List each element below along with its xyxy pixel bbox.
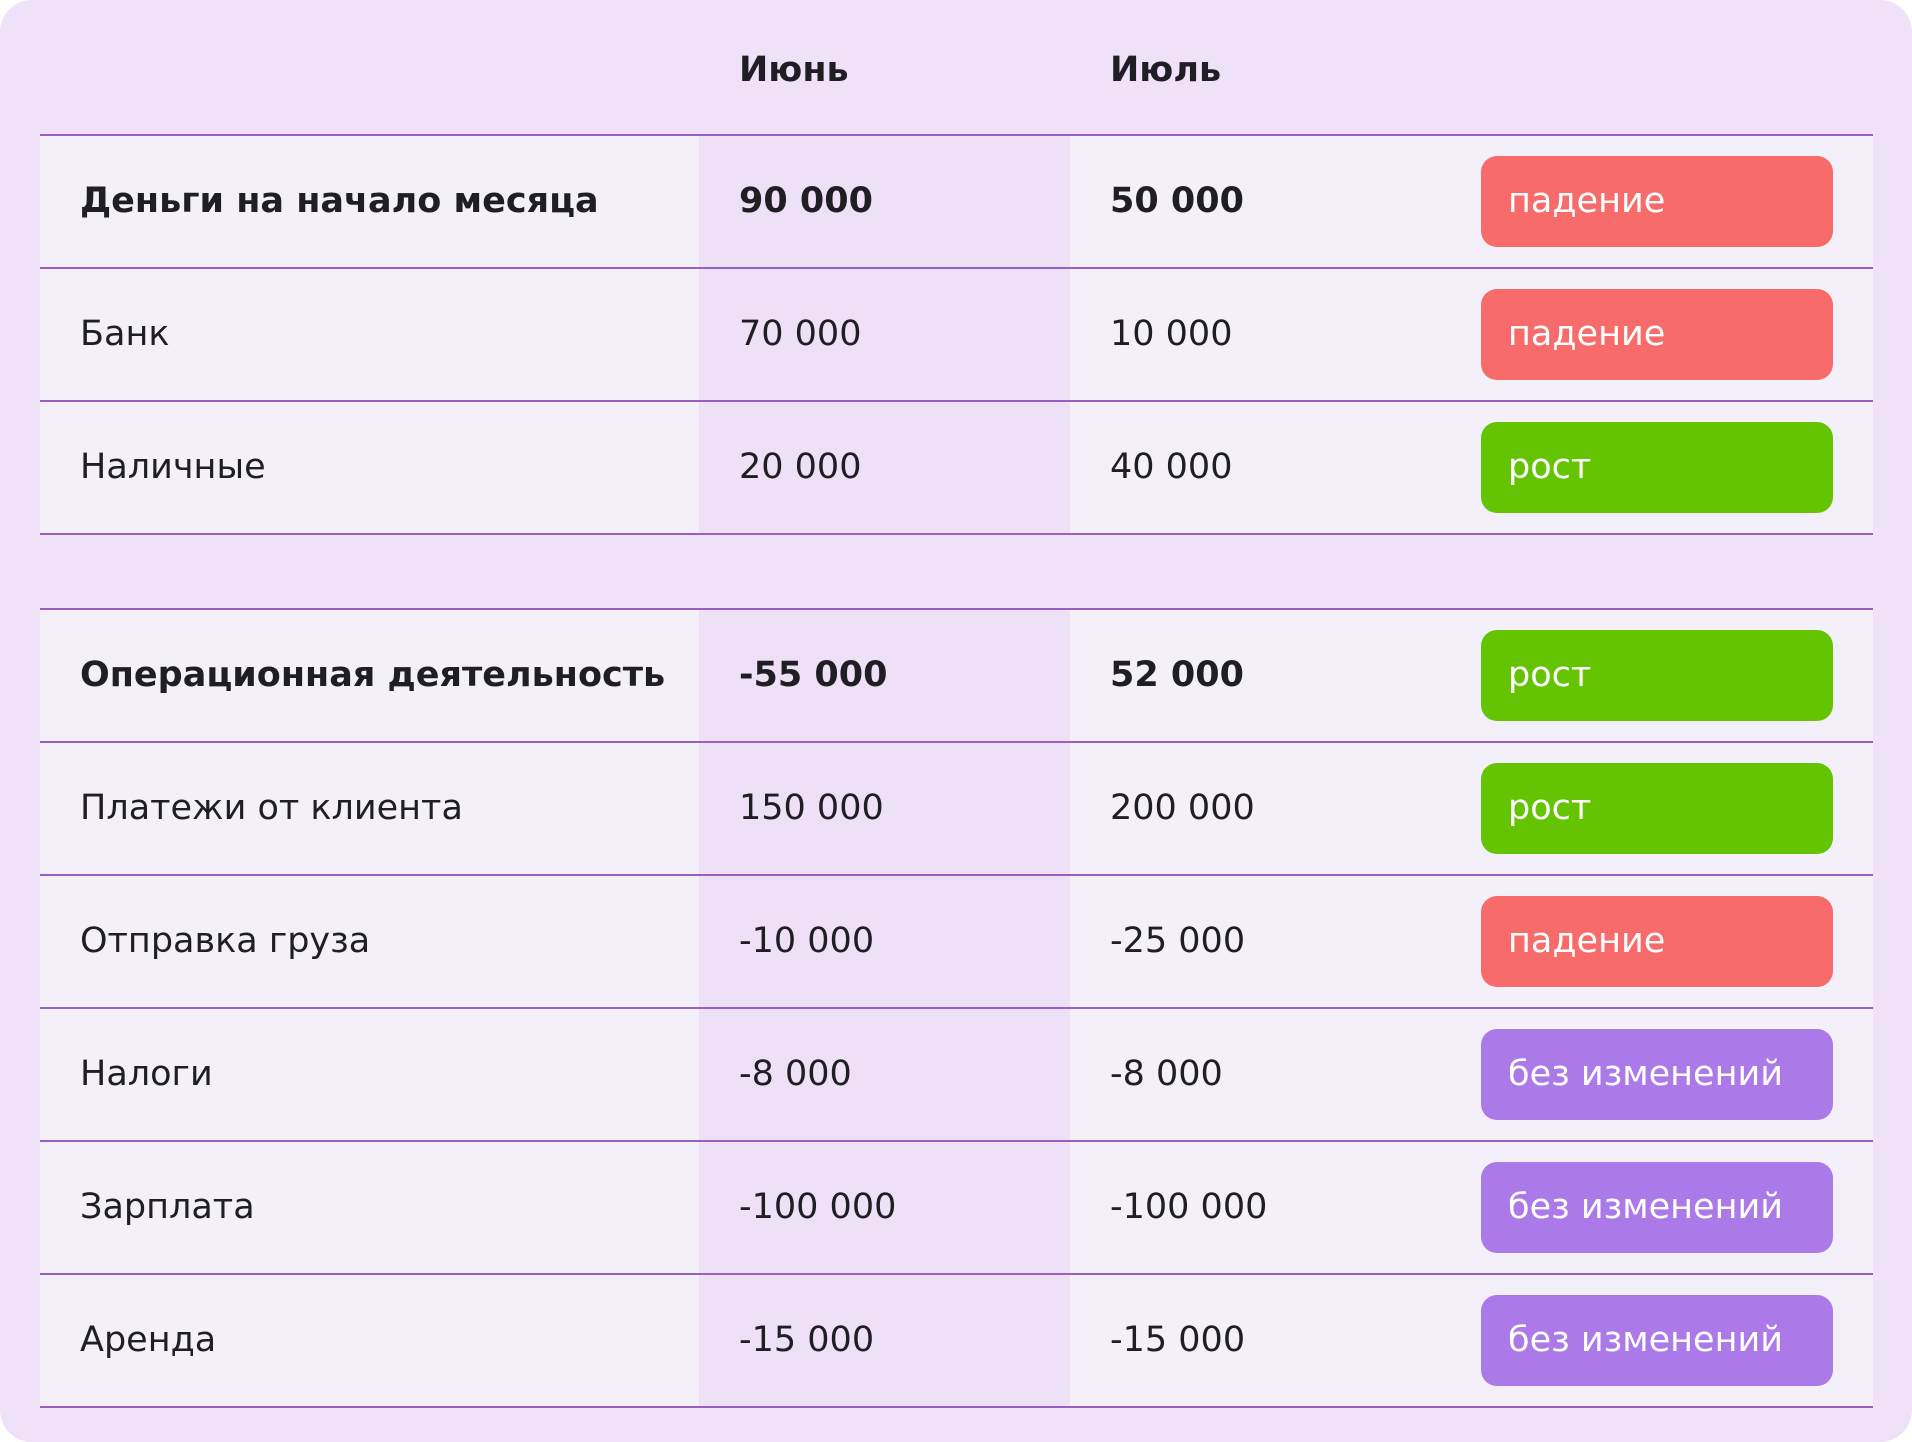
row-label-cell: Налоги <box>40 1009 699 1140</box>
status-cell: без изменений <box>1441 1275 1873 1406</box>
row-label-cell: Платежи от клиента <box>40 743 699 874</box>
row-label: Аренда <box>80 1320 217 1360</box>
column-header-july: Июль <box>1110 50 1222 90</box>
july-value: 40 000 <box>1110 447 1233 487</box>
july-value-cell: -100 000 <box>1070 1142 1441 1273</box>
status-badge: без изменений <box>1481 1295 1833 1386</box>
june-value-cell: -100 000 <box>699 1142 1070 1273</box>
july-value: -8 000 <box>1110 1054 1223 1094</box>
status-badge: без изменений <box>1481 1162 1833 1253</box>
row-label: Зарплата <box>80 1187 255 1227</box>
june-value: -15 000 <box>739 1320 875 1360</box>
row-label-cell: Отправка груза <box>40 876 699 1007</box>
row-label-cell: Операционная деятельность <box>40 610 699 741</box>
july-value-cell: -25 000 <box>1070 876 1441 1007</box>
table-row: Аренда -15 000 -15 000 без изменений <box>40 1273 1873 1408</box>
row-label-cell: Наличные <box>40 402 699 533</box>
june-value-cell: 90 000 <box>699 136 1070 267</box>
status-cell: падение <box>1441 269 1873 400</box>
june-value: -55 000 <box>739 655 888 695</box>
july-value-cell: 52 000 <box>1070 610 1441 741</box>
table-header: Июнь Июль <box>0 0 1912 135</box>
status-cell: падение <box>1441 136 1873 267</box>
july-value-cell: 50 000 <box>1070 136 1441 267</box>
table-row: Отправка груза -10 000 -25 000 падение <box>40 874 1873 1007</box>
july-value-cell: 200 000 <box>1070 743 1441 874</box>
june-value-cell: -8 000 <box>699 1009 1070 1140</box>
table-row: Банк 70 000 10 000 падение <box>40 267 1873 400</box>
section-operating-activity: Операционная деятельность -55 000 52 000 ро… <box>40 608 1873 1408</box>
june-value-cell: -15 000 <box>699 1275 1070 1406</box>
row-label: Платежи от клиента <box>80 788 463 828</box>
june-value: 150 000 <box>739 788 884 828</box>
row-label-cell: Зарплата <box>40 1142 699 1273</box>
status-badge: падение <box>1481 289 1833 380</box>
section-cash-balance: Деньги на начало месяца 90 000 50 000 паден… <box>40 134 1873 535</box>
june-value: 90 000 <box>739 181 873 221</box>
july-value: 50 000 <box>1110 181 1244 221</box>
status-cell: без изменений <box>1441 1142 1873 1273</box>
june-value-cell: 20 000 <box>699 402 1070 533</box>
july-value-cell: 40 000 <box>1070 402 1441 533</box>
table-row: Наличные 20 000 40 000 рост <box>40 400 1873 535</box>
july-value: 52 000 <box>1110 655 1244 695</box>
table-row: Зарплата -100 000 -100 000 без изменений <box>40 1140 1873 1273</box>
july-value: 10 000 <box>1110 314 1233 354</box>
table-row: Операционная деятельность -55 000 52 000 ро… <box>40 608 1873 741</box>
status-badge: падение <box>1481 896 1833 987</box>
row-label-cell: Аренда <box>40 1275 699 1406</box>
table-row: Деньги на начало месяца 90 000 50 000 паден… <box>40 134 1873 267</box>
table-row: Платежи от клиента 150 000 200 000 рост <box>40 741 1873 874</box>
row-label-cell: Банк <box>40 269 699 400</box>
june-value-cell: -10 000 <box>699 876 1070 1007</box>
june-value: -100 000 <box>739 1187 897 1227</box>
june-value: -8 000 <box>739 1054 852 1094</box>
status-cell: рост <box>1441 743 1873 874</box>
july-value: -100 000 <box>1110 1187 1268 1227</box>
status-cell: рост <box>1441 402 1873 533</box>
row-label: Банк <box>80 314 170 354</box>
june-value: 20 000 <box>739 447 862 487</box>
july-value-cell: -15 000 <box>1070 1275 1441 1406</box>
row-label: Деньги на начало месяца <box>80 181 599 221</box>
status-badge: рост <box>1481 422 1833 513</box>
table-row: Налоги -8 000 -8 000 без изменений <box>40 1007 1873 1140</box>
status-cell: без изменений <box>1441 1009 1873 1140</box>
row-label: Операционная деятельность <box>80 655 666 695</box>
july-value: -25 000 <box>1110 921 1246 961</box>
status-badge: рост <box>1481 630 1833 721</box>
june-value: 70 000 <box>739 314 862 354</box>
july-value-cell: 10 000 <box>1070 269 1441 400</box>
column-header-june: Июнь <box>739 50 849 90</box>
status-cell: рост <box>1441 610 1873 741</box>
june-value-cell: 70 000 <box>699 269 1070 400</box>
row-label-cell: Деньги на начало месяца <box>40 136 699 267</box>
july-value-cell: -8 000 <box>1070 1009 1441 1140</box>
july-value: -15 000 <box>1110 1320 1246 1360</box>
june-value-cell: -55 000 <box>699 610 1070 741</box>
row-label: Отправка груза <box>80 921 371 961</box>
june-value-cell: 150 000 <box>699 743 1070 874</box>
july-value: 200 000 <box>1110 788 1255 828</box>
row-label: Наличные <box>80 447 266 487</box>
june-value: -10 000 <box>739 921 875 961</box>
status-badge: рост <box>1481 763 1833 854</box>
row-label: Налоги <box>80 1054 213 1094</box>
status-badge: падение <box>1481 156 1833 247</box>
status-cell: падение <box>1441 876 1873 1007</box>
status-badge: без изменений <box>1481 1029 1833 1120</box>
